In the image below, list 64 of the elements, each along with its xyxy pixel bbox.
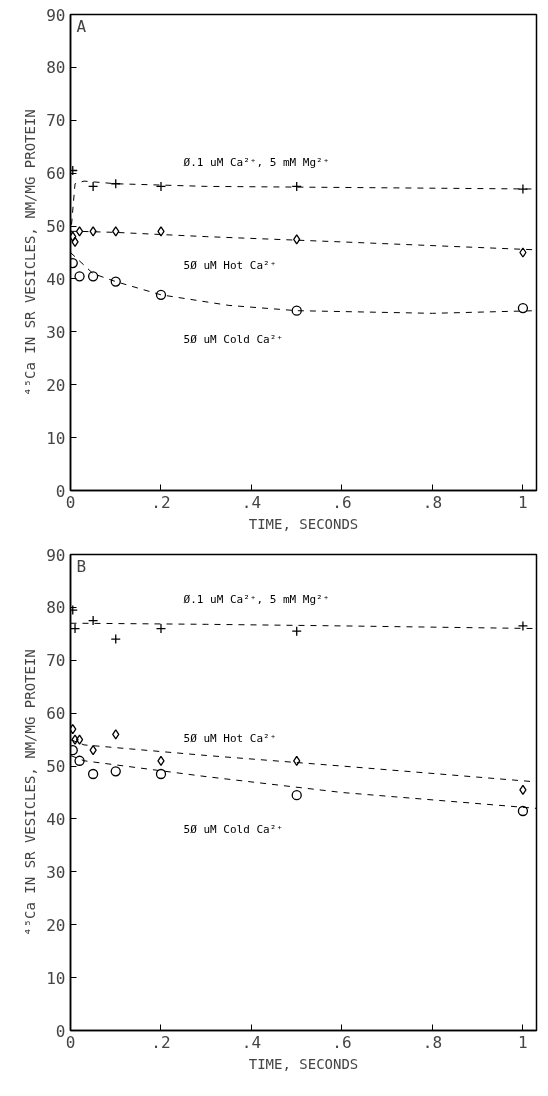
point (517, 302, 529, 314)
text: 5Ø uM Hot Ca²⁺ (183, 259, 277, 273)
point (112, 729, 120, 740)
x-tick-label: .6 (332, 1032, 352, 1052)
y-tick-label: 10 (46, 428, 66, 448)
point (89, 745, 97, 756)
point (291, 790, 302, 801)
text: Ø.1 uM Ca²⁺, 5 mM Mg²⁺ (183, 592, 330, 606)
x-tick-label: .2 (151, 1032, 171, 1052)
x-tick-label: .8 (422, 492, 443, 512)
y-tick-label: 20 (46, 375, 66, 395)
point (110, 276, 121, 287)
point (74, 755, 85, 766)
point (157, 226, 165, 237)
y-tick-label: 50 (46, 757, 66, 777)
text: 5Ø uM Cold Ca²⁺ (183, 823, 283, 837)
text: 5Ø uM Hot Ca²⁺ (183, 732, 277, 746)
text: 5Ø uM Cold Ca²⁺ (183, 333, 283, 347)
point (110, 766, 121, 777)
text: Ø.1 uM Ca²⁺, 5 mM Mg²⁺ (183, 156, 330, 170)
point (75, 734, 84, 745)
chart-title: A (76, 16, 87, 36)
x-axis-title: TIME, SECONDS (248, 1055, 359, 1072)
y-tick-label: 80 (46, 58, 66, 78)
point (89, 226, 97, 237)
point (293, 234, 301, 245)
y-tick-label: 30 (46, 862, 66, 882)
point (519, 247, 527, 258)
point (293, 755, 301, 766)
point (291, 305, 302, 316)
point (74, 271, 85, 282)
x-tick-label: 1 (518, 492, 528, 512)
x-axis-title: TIME, SECONDS (248, 515, 359, 532)
x-tick-label: .6 (332, 492, 352, 512)
y-tick-label: 90 (46, 545, 66, 565)
x-tick-label: .4 (241, 1032, 262, 1052)
point (155, 768, 167, 780)
y-axis-title: ⁴⁵Ca IN SR VESICLES, NM/MG PROTEIN (22, 109, 39, 396)
chart-title: B (76, 556, 87, 576)
y-tick-label: 70 (46, 651, 66, 671)
point (71, 734, 79, 745)
y-tick-label: 70 (46, 111, 66, 131)
y-tick-label: 30 (46, 322, 66, 342)
point (517, 805, 529, 817)
x-tick-label: .8 (422, 1032, 443, 1052)
point (75, 226, 84, 237)
point (87, 768, 99, 780)
y-tick-label: 10 (46, 968, 66, 988)
y-tick-label: 60 (46, 704, 66, 724)
x-tick-label: .2 (151, 492, 171, 512)
y-tick-label: 40 (46, 809, 66, 829)
x-tick-label: 1 (518, 1032, 528, 1052)
y-tick-label: 50 (46, 217, 66, 237)
y-tick-label: 60 (46, 164, 66, 184)
point (87, 271, 99, 282)
point (155, 289, 167, 300)
y-tick-label: 20 (46, 915, 66, 935)
x-tick-label: .4 (241, 492, 262, 512)
point (112, 226, 120, 237)
y-axis-title: ⁴⁵Ca IN SR VESICLES, NM/MG PROTEIN (22, 649, 39, 936)
y-tick-label: 40 (46, 269, 66, 289)
y-tick-label: 90 (46, 5, 66, 25)
point (157, 755, 165, 766)
y-tick-label: 80 (46, 598, 66, 618)
